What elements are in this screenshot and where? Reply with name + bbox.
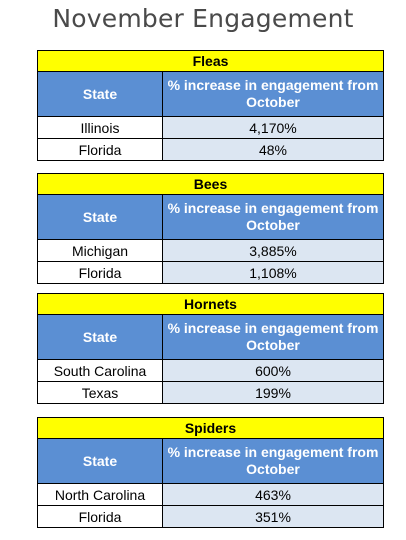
- state-cell: Florida: [38, 139, 163, 160]
- increase-cell: 463%: [163, 484, 383, 505]
- table-row: Michigan 3,885%: [38, 240, 383, 261]
- column-header-increase: % increase in engagement from October: [167, 200, 379, 233]
- table-row: Florida 1,108%: [38, 261, 383, 283]
- column-header-increase: % increase in engagement from October: [167, 77, 379, 110]
- table-row: Texas 199%: [38, 381, 383, 403]
- table-row: North Carolina 463%: [38, 484, 383, 505]
- table-spiders: Spiders State % increase in engagement f…: [37, 417, 384, 528]
- column-header-row: State % increase in engagement from Octo…: [38, 195, 383, 240]
- increase-cell: 199%: [163, 382, 383, 403]
- table-row: Florida 48%: [38, 138, 383, 160]
- table-fleas: Fleas State % increase in engagement fro…: [37, 50, 384, 161]
- state-cell: Illinois: [38, 117, 163, 138]
- state-cell: Michigan: [38, 240, 163, 261]
- state-cell: Florida: [38, 262, 163, 283]
- table-row: South Carolina 600%: [38, 360, 383, 381]
- column-header-state: State: [38, 195, 163, 239]
- state-cell: Florida: [38, 506, 163, 527]
- increase-cell: 1,108%: [163, 262, 383, 283]
- column-header-increase: % increase in engagement from October: [167, 444, 379, 477]
- section-header: Hornets: [38, 294, 383, 315]
- column-header-increase: % increase in engagement from October: [167, 320, 379, 353]
- column-header-state: State: [38, 439, 163, 483]
- table-hornets: Hornets State % increase in engagement f…: [37, 293, 384, 404]
- increase-cell: 351%: [163, 506, 383, 527]
- column-header-state: State: [38, 315, 163, 359]
- column-header-row: State % increase in engagement from Octo…: [38, 439, 383, 484]
- section-header: Fleas: [38, 51, 383, 72]
- state-cell: Texas: [38, 382, 163, 403]
- increase-cell: 48%: [163, 139, 383, 160]
- increase-cell: 600%: [163, 360, 383, 381]
- column-header-state: State: [38, 72, 163, 116]
- section-header: Bees: [38, 174, 383, 195]
- increase-cell: 4,170%: [163, 117, 383, 138]
- column-header-row: State % increase in engagement from Octo…: [38, 315, 383, 360]
- state-cell: North Carolina: [38, 484, 163, 505]
- page-title: November Engagement: [52, 4, 354, 33]
- column-header-row: State % increase in engagement from Octo…: [38, 72, 383, 117]
- table-row: Florida 351%: [38, 505, 383, 527]
- state-cell: South Carolina: [38, 360, 163, 381]
- section-header: Spiders: [38, 418, 383, 439]
- table-row: Illinois 4,170%: [38, 117, 383, 138]
- table-bees: Bees State % increase in engagement from…: [37, 173, 384, 284]
- increase-cell: 3,885%: [163, 240, 383, 261]
